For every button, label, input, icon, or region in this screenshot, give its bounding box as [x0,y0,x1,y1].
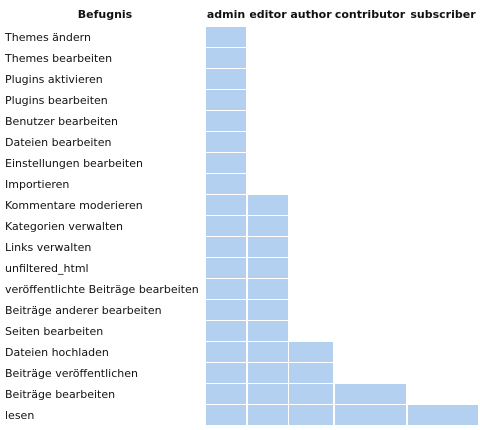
capability-cell [206,69,246,89]
row-label: veröffentlichte Beiträge bearbeiten [5,283,199,296]
capability-cell [206,321,246,341]
column-header: author [290,8,332,21]
capability-cell [248,384,288,404]
capability-cell [248,216,288,236]
capability-cell [206,48,246,68]
capability-cell [206,405,246,425]
column-header: editor [249,8,287,21]
capability-cell [289,405,333,425]
capability-cell [248,363,288,383]
column-header: subscriber [410,8,476,21]
column-header: Befugnis [78,8,133,21]
row-label: Einstellungen bearbeiten [5,157,143,170]
column-header: contributor [335,8,406,21]
capability-cell [289,363,333,383]
row-label: Links verwalten [5,241,91,254]
capability-cell [289,384,333,404]
capability-cell [206,258,246,278]
row-label: unfiltered_html [5,262,89,275]
capability-cell [206,384,246,404]
capability-cell [408,405,478,425]
row-label: Dateien hochladen [5,346,109,359]
capability-cell [248,237,288,257]
row-label: Kategorien verwalten [5,220,123,233]
capability-cell [206,300,246,320]
capability-cell [335,405,406,425]
capability-cell [289,342,333,362]
column-header: admin [207,8,245,21]
capability-cell [206,216,246,236]
capability-cell [206,342,246,362]
row-label: lesen [5,409,34,422]
capability-cell [248,342,288,362]
capability-cell [248,405,288,425]
row-label: Seiten bearbeiten [5,325,103,338]
capability-cell [206,363,246,383]
row-label: Kommentare moderieren [5,199,143,212]
capability-cell [206,27,246,47]
capability-cell [206,132,246,152]
capability-cell [206,174,246,194]
capability-cell [335,384,406,404]
row-label: Beiträge veröffentlichen [5,367,138,380]
row-label: Beiträge anderer bearbeiten [5,304,162,317]
row-label: Themes ändern [4,31,91,44]
capability-cell [248,195,288,215]
capability-cell [248,258,288,278]
capability-cell [206,90,246,110]
capability-cell [206,237,246,257]
row-label: Dateien bearbeiten [5,136,111,149]
row-label: Beiträge bearbeiten [5,388,115,401]
row-label: Plugins bearbeiten [5,94,108,107]
capability-cell [206,279,246,299]
capability-cell [248,321,288,341]
capability-cell [248,300,288,320]
row-label: Plugins aktivieren [5,73,103,86]
row-label: Importieren [5,178,69,191]
row-label: Themes bearbeiten [4,52,112,65]
capability-cell [206,111,246,131]
capability-cell [248,279,288,299]
capability-cell [206,195,246,215]
row-label: Benutzer bearbeiten [5,115,118,128]
capability-cell [206,153,246,173]
